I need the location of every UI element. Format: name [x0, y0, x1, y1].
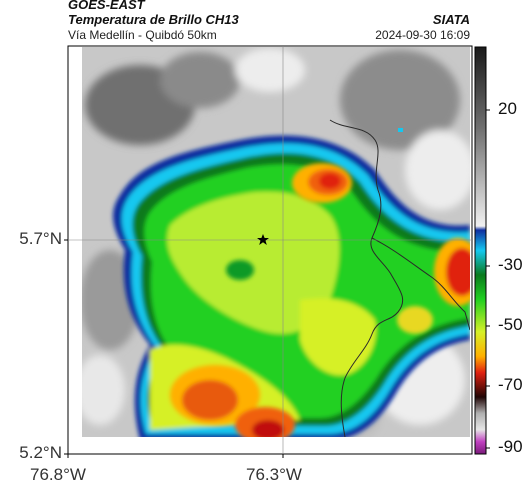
map-subtitle: Temperatura de Brillo CH13	[68, 12, 239, 27]
lat-tick-label: 5.2°N	[19, 443, 62, 462]
colorbar-tick-label: -90	[498, 437, 523, 456]
timestamp-label: 2024-09-30 16:09	[375, 28, 470, 42]
product-title: GOES-EAST	[68, 0, 145, 12]
colorbar	[474, 46, 487, 455]
colorbar-tick-label: 20	[498, 99, 517, 118]
route-caption: Vía Medellín - Quibdó 50km	[68, 28, 217, 42]
colorbar-tick-label: -50	[498, 315, 523, 334]
organization-label: SIATA	[432, 12, 470, 27]
star-icon	[257, 234, 269, 245]
lon-tick-label: 76.3°W	[246, 465, 302, 484]
brightness-temperature-field	[82, 47, 470, 437]
department-boundary	[329, 119, 470, 437]
lat-tick-label: 5.7°N	[19, 229, 62, 248]
colorbar-tick-label: -70	[498, 375, 523, 394]
lon-tick-label: 76.8°W	[30, 465, 86, 484]
colorbar-tick-label: -30	[498, 255, 523, 274]
